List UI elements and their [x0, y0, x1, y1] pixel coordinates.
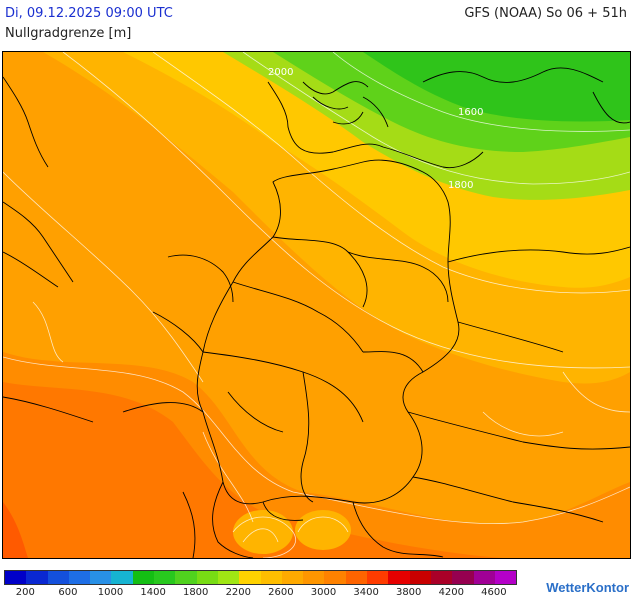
legend-swatch [494, 571, 517, 584]
field-red [3, 502, 28, 558]
field-yellow [123, 52, 630, 288]
legend-tick-label: 3400 [353, 587, 379, 598]
legend-tick-label: 200 [15, 587, 35, 598]
legend-swatch [47, 571, 69, 584]
legend-swatch [111, 571, 133, 584]
legend-swatch [473, 571, 495, 584]
legend-tick-label: 2200 [225, 587, 252, 598]
legend-tick-label: 3800 [395, 587, 422, 598]
map-panel[interactable]: 2000 1600 1800 [2, 51, 631, 559]
legend-tick-label: 1000 [97, 587, 124, 598]
isolines [3, 52, 630, 558]
legend-tick-label: 1800 [182, 587, 209, 598]
legend-swatch [175, 571, 197, 584]
legend-swatch [324, 571, 346, 584]
legend-tick-label: 2600 [268, 587, 294, 598]
contour-label-2000: 2000 [268, 67, 293, 78]
legend-tick-label: 4600 [481, 587, 507, 598]
model-run-label: GFS (NOAA) So 06 + 51h [464, 6, 627, 21]
legend-swatch [154, 571, 176, 584]
legend-swatch [217, 571, 240, 584]
legend-swatch [239, 571, 261, 584]
parameter-title: Nullgradgrenze [m] [5, 26, 132, 41]
valid-time-label: Di, 09.12.2025 09:00 UTC [5, 6, 173, 21]
legend-swatch [5, 571, 27, 584]
field-green-dark [363, 52, 630, 122]
legend-tick-label: 600 [58, 587, 78, 598]
legend-swatch [430, 571, 453, 584]
legend-tick-label: 1400 [140, 587, 166, 598]
field-spot [295, 510, 351, 550]
freezing-level-map: 2000 1600 1800 [3, 52, 630, 558]
legend-tick-label: 3000 [310, 587, 337, 598]
contour-label-1800: 1800 [448, 180, 473, 191]
legend-swatch [409, 571, 431, 584]
legend-swatch [68, 571, 91, 584]
legend-swatch [388, 571, 410, 584]
legend-swatch [367, 571, 389, 584]
field-light-orange [43, 52, 630, 384]
borders [3, 67, 630, 558]
legend-swatch [90, 571, 112, 584]
contour-label-1600: 1600 [458, 107, 483, 118]
legend-swatch [345, 571, 368, 584]
field-spot [233, 510, 293, 554]
legend-swatch [452, 571, 474, 584]
legend-tick-label: 4200 [438, 587, 465, 598]
legend-swatch [132, 571, 155, 584]
legend-swatch [196, 571, 218, 584]
legend-swatch [26, 571, 48, 584]
color-scale-bar [4, 570, 518, 585]
legend-swatch [303, 571, 325, 584]
legend-swatch [260, 571, 282, 584]
legend-swatch [281, 571, 304, 584]
brand-logo[interactable]: WetterKontor [546, 580, 629, 595]
color-scale-labels: 200 600 1000 1400 1800 2200 2600 3000 3400 3800 42… [4, 587, 516, 599]
field-red-orange [3, 382, 503, 558]
